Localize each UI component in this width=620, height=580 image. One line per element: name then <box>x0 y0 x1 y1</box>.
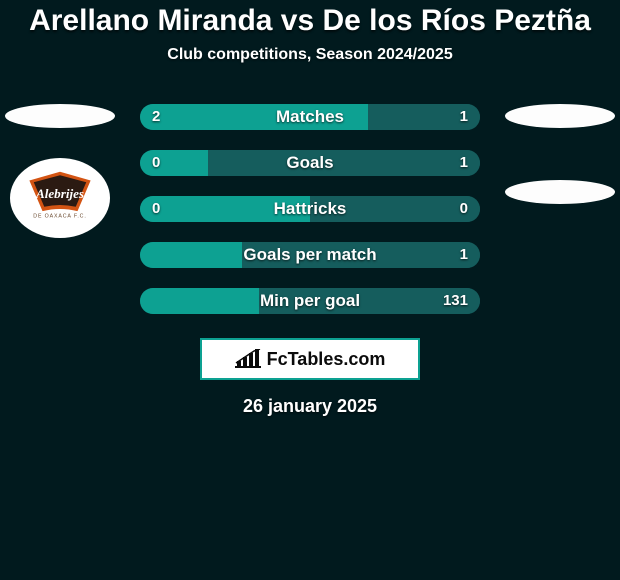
svg-text:DE OAXACA F.C.: DE OAXACA F.C. <box>33 213 86 219</box>
page-title: Arellano Miranda vs De los Ríos Peztña <box>0 0 620 38</box>
player-ellipse-right <box>505 104 615 128</box>
alebrijes-logo: Alebrijes DE OAXACA F.C. <box>15 163 105 233</box>
stat-bar: Min per goal131 <box>140 288 480 314</box>
snapshot-date: 26 january 2025 <box>0 396 620 417</box>
brand-box: FcTables.com <box>200 338 420 380</box>
stat-bar: Goals0 1 <box>140 150 480 176</box>
stat-bar: Hattricks0 0 <box>140 196 480 222</box>
stat-bar-label: Min per goal <box>140 288 480 314</box>
page-subtitle: Club competitions, Season 2024/2025 <box>0 46 620 64</box>
right-player-column <box>500 104 620 204</box>
stat-bar: Goals per match1 <box>140 242 480 268</box>
stat-bar-label: Matches <box>140 104 480 130</box>
comparison-layout: Alebrijes DE OAXACA F.C. Matches21Goals0… <box>0 104 620 314</box>
svg-text:Alebrijes: Alebrijes <box>35 186 84 201</box>
stat-bar-value-right: 0 <box>448 196 480 222</box>
stat-bar-value-left: 0 <box>140 196 172 222</box>
stat-bar-value-right: 1 <box>448 150 480 176</box>
club-badge-left: Alebrijes DE OAXACA F.C. <box>10 158 110 238</box>
player-ellipse-left <box>5 104 115 128</box>
stat-bar-value-right: 1 <box>448 104 480 130</box>
stat-bar-label: Hattricks <box>140 196 480 222</box>
stat-bar-value-right: 131 <box>431 288 480 314</box>
stat-bar-label: Goals <box>140 150 480 176</box>
stat-bar-label: Goals per match <box>140 242 480 268</box>
brand-text: FcTables.com <box>267 349 386 370</box>
stat-bar: Matches2 1 <box>140 104 480 130</box>
brand-chart-icon <box>235 349 261 369</box>
stat-bar-value-right: 1 <box>448 242 480 268</box>
stat-bar-value-left: 2 <box>140 104 172 130</box>
left-player-column: Alebrijes DE OAXACA F.C. <box>0 104 120 238</box>
stat-bar-value-left: 0 <box>140 150 172 176</box>
stat-bars: Matches21Goals01Hattricks00Goals per mat… <box>140 104 480 314</box>
club-ellipse-right <box>505 180 615 204</box>
